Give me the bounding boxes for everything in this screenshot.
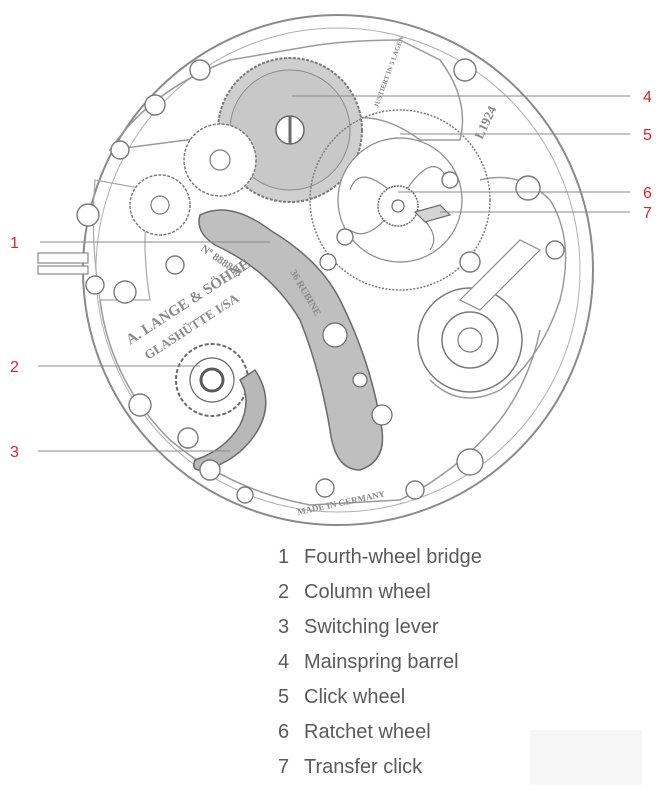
callout-number-6: 6 — [643, 185, 652, 202]
legend-item-mainspring-barrel: 4 Mainspring barrel — [278, 645, 638, 680]
callout-number-5: 5 — [643, 127, 652, 144]
screw — [177, 427, 199, 449]
screw — [405, 480, 425, 500]
screw — [144, 94, 166, 116]
legend-label: Ratchet wheel — [304, 721, 431, 743]
click-wheel — [309, 109, 491, 291]
screw — [76, 203, 100, 227]
legend-number: 7 — [278, 756, 290, 778]
screw — [113, 280, 137, 304]
bridge-jewel-1 — [319, 253, 337, 271]
screw — [336, 228, 354, 246]
screw — [545, 240, 565, 260]
movement-diagram: A. LANGE & SÖHNE GLASHÜTTE I/SA Nº 88888… — [10, 14, 652, 526]
click-wheel-spokes — [349, 166, 446, 251]
legend-label: Column wheel — [304, 581, 431, 603]
legend: 1 Fourth-wheel bridge 2 Column wheel 3 Swit… — [278, 540, 638, 785]
screw — [128, 393, 152, 417]
legend-label: Transfer click — [304, 756, 423, 778]
screw — [165, 255, 185, 275]
regulator-arm — [458, 239, 542, 311]
fourth-wheel-bridge — [198, 209, 384, 471]
screws — [76, 58, 565, 504]
legend-number: 3 — [278, 616, 290, 638]
bridge-jewel-2 — [322, 322, 348, 348]
legend-item-fourth-wheel-bridge: 1 Fourth-wheel bridge — [278, 540, 638, 575]
screw — [189, 59, 211, 81]
ratchet-wheel-hub — [391, 199, 405, 213]
callout-lines — [38, 95, 630, 452]
screw — [85, 275, 105, 295]
screw — [453, 58, 477, 82]
gear-upper-left-hub — [209, 149, 231, 171]
legend-item-switching-lever: 3 Switching lever — [278, 610, 638, 645]
legend-item-column-wheel: 2 Column wheel — [278, 575, 638, 610]
corner-panel — [530, 730, 642, 785]
bridge-jewel-3 — [371, 404, 393, 426]
main-plate-outline — [108, 39, 464, 151]
screw — [199, 459, 221, 481]
legend-number: 6 — [278, 721, 290, 743]
legend-label: Mainspring barrel — [304, 651, 459, 673]
callout-number-1: 1 — [10, 235, 19, 252]
legend-number: 1 — [278, 546, 290, 568]
crown-stem — [37, 252, 89, 264]
switching-lever — [193, 368, 267, 472]
legend-label: Switching lever — [304, 616, 439, 638]
screw — [441, 171, 459, 189]
legend-label: Fourth-wheel bridge — [304, 546, 482, 568]
screw — [515, 175, 541, 201]
callout-number-2: 2 — [10, 359, 19, 376]
screw — [456, 448, 484, 476]
column-wheel-screw — [199, 367, 225, 393]
crown-stem-inner — [37, 265, 89, 275]
screw — [459, 251, 481, 273]
screw — [315, 478, 335, 498]
callout-number-3: 3 — [10, 444, 19, 461]
gear-lower-left-hub — [150, 195, 170, 215]
screw — [110, 140, 130, 160]
legend-item-transfer-click: 7 Transfer click — [278, 750, 638, 785]
legend-label: Click wheel — [304, 686, 406, 708]
legend-item-ratchet-wheel: 6 Ratchet wheel — [278, 715, 638, 750]
transfer-click — [413, 204, 452, 223]
callout-number-7: 7 — [643, 205, 652, 222]
balance-wheel-hub — [457, 327, 483, 353]
legend-number: 2 — [278, 581, 290, 603]
bridge-jewel-4 — [352, 372, 368, 388]
legend-number: 5 — [278, 686, 290, 708]
legend-item-click-wheel: 5 Click wheel — [278, 680, 638, 715]
callout-number-4: 4 — [643, 89, 652, 106]
screw — [236, 486, 254, 504]
legend-number: 4 — [278, 651, 290, 673]
